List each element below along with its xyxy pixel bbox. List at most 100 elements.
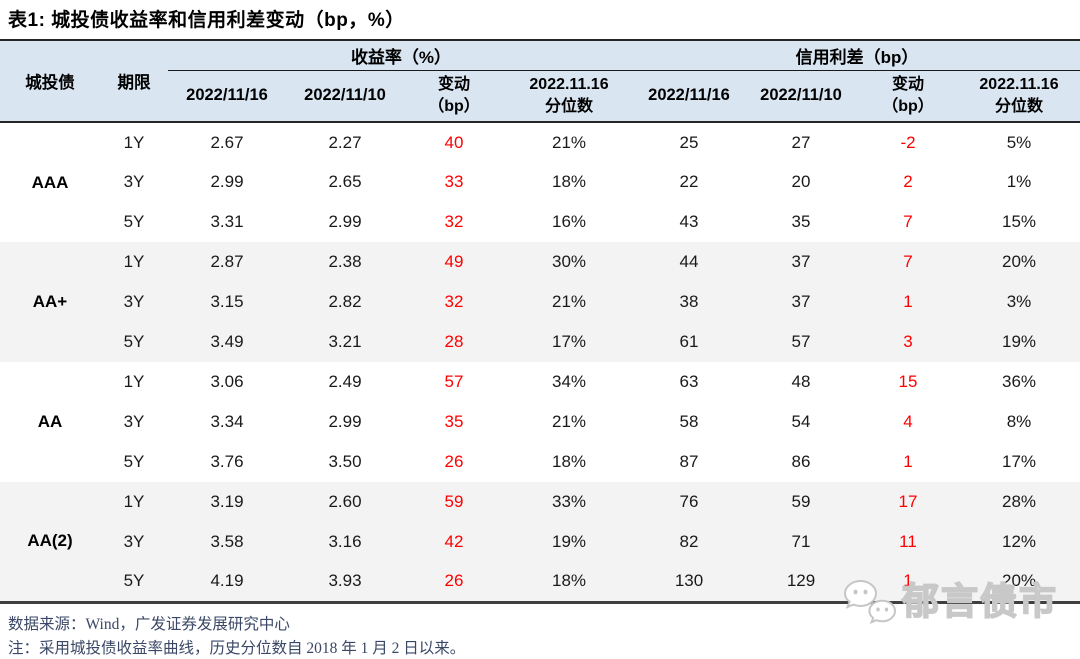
- table-row: 5Y 3.49 3.21 28 17% 61 57 3 19%: [0, 322, 1080, 362]
- methodology-note: 注：采用城投债收益率曲线，历史分位数自 2018 年 1 月 2 日以来。: [8, 640, 466, 658]
- spread-chg-cell: 15: [898, 372, 918, 391]
- table-row: 5Y 3.31 2.99 32 16% 43 35 7 15%: [0, 202, 1080, 242]
- table-row: AAA 1Y 2.67 2.27 40 21% 25 27 -2 5%: [0, 122, 1080, 192]
- yield-1110-cell: 2.27: [328, 132, 362, 152]
- table-row: AA 1Y 3.06 2.49 57 34% 63 48 15 36%: [0, 362, 1080, 431]
- yield-1116-cell: 2.67: [210, 132, 244, 152]
- table-footer: 数据来源：Wind，广发证券发展研究中心 注：采用城投债收益率曲线，历史分位数自…: [0, 613, 1080, 659]
- yield-chg-cell: 42: [404, 522, 504, 562]
- watermark-text: 郁言债市: [901, 581, 1058, 622]
- yield-1116-cell: 4.19: [168, 562, 286, 602]
- yield-chg-cell: 28: [404, 322, 504, 362]
- yield-chg-cell: 59: [404, 482, 504, 522]
- spread-1116-cell: 130: [634, 562, 744, 602]
- yield-chg-cell: 26: [404, 562, 504, 602]
- spread-pct-cell: 3%: [958, 282, 1080, 322]
- spread-chg-cell: 7: [858, 242, 958, 282]
- spread-1116-cell: 25: [679, 132, 699, 152]
- header-group-spread: 信用利差（bp）: [634, 40, 1080, 71]
- yield-1116-cell: 3.49: [168, 322, 286, 362]
- spread-pct-cell: 19%: [958, 322, 1080, 362]
- yield-pct-cell: 17%: [504, 322, 634, 362]
- yield-1116-cell: 3.34: [210, 412, 244, 431]
- yield-1110-cell: 2.99: [328, 212, 362, 231]
- term-cell: 1Y: [123, 132, 145, 152]
- wechat-bubbles-icon: [843, 579, 897, 625]
- yield-pct-cell: 16%: [551, 212, 587, 231]
- spread-chg-cell: 3: [858, 322, 958, 362]
- bond-table: 城投债 期限 收益率（%） 信用利差（bp） 2022/11/16 2022/1…: [0, 39, 1080, 604]
- table-row: 5Y 3.76 3.50 26 18% 87 86 1 17%: [0, 442, 1080, 482]
- spread-1110-cell: 54: [791, 412, 811, 431]
- spread-1110-cell: 35: [791, 212, 811, 231]
- column-header-row: 2022/11/16 2022/11/10 变动 （bp） 2022.11.16…: [0, 70, 1080, 122]
- yield-chg-cell: 40: [444, 132, 464, 152]
- yield-1110-cell: 3.16: [286, 522, 404, 562]
- header-yield-change-line2: （bp）: [428, 97, 480, 115]
- spread-1110-cell: 71: [744, 522, 858, 562]
- spread-chg-cell: 2: [903, 172, 913, 191]
- header-yield-percentile: 2022.11.16 分位数: [504, 70, 634, 122]
- spread-chg-cell: 17: [858, 482, 958, 522]
- term-cell: 1Y: [100, 242, 168, 282]
- yield-1110-cell: 2.60: [286, 482, 404, 522]
- header-yield-change: 变动 （bp）: [404, 70, 504, 122]
- term-cell: 5Y: [100, 322, 168, 362]
- spread-chg-cell: 4: [903, 412, 913, 431]
- term-cell: 1Y: [123, 372, 145, 391]
- yield-1116-cell: 3.06: [210, 372, 244, 391]
- yield-chg-cell: 32: [404, 282, 504, 322]
- spread-1116-cell: 76: [634, 482, 744, 522]
- spread-pct-cell: 5%: [1006, 132, 1032, 152]
- table-row: 3Y 3.34 2.99 35 21% 58 54 4 8%: [0, 402, 1080, 442]
- header-yield-change-line1: 变动: [437, 76, 470, 94]
- yield-1110-cell: 3.21: [286, 322, 404, 362]
- header-spread-change: 变动 （bp）: [858, 70, 958, 122]
- table-row: 3Y 3.58 3.16 42 19% 82 71 11 12%: [0, 522, 1080, 562]
- spread-chg-cell: 1: [903, 452, 913, 471]
- table-row: AA(2) 1Y 3.19 2.60 59 33% 76 59 17 28%: [0, 482, 1080, 602]
- yield-pct-cell: 33%: [504, 482, 634, 522]
- spread-pct-cell: 8%: [1006, 412, 1032, 431]
- header-spread-change-line2: （bp）: [882, 97, 934, 115]
- data-source-note: 数据来源：Wind，广发证券发展研究中心: [8, 615, 290, 633]
- spread-chg-cell: -2: [900, 132, 916, 152]
- yield-pct-cell: 18%: [551, 452, 587, 471]
- table-row: AA+ 1Y 2.87 2.38 49 30% 44 37 7 20%: [0, 242, 1080, 362]
- header-term: 期限: [117, 74, 151, 92]
- table-body: AAA 1Y 2.67 2.27 40 21% 25 27 -2 5% 3Y 2.99 2.65 33 18…: [0, 122, 1080, 602]
- header-bond: 城投债: [25, 74, 75, 92]
- header-yield-percentile-line2: 分位数: [544, 97, 593, 115]
- yield-1116-cell: 3.76: [210, 452, 244, 471]
- spread-1110-cell: 86: [791, 452, 811, 471]
- yield-1110-cell: 2.82: [286, 282, 404, 322]
- yield-chg-cell: 35: [444, 412, 464, 431]
- spread-chg-cell: 7: [903, 212, 913, 231]
- header-spread-date1: 2022/11/16: [648, 86, 730, 105]
- spread-1110-cell: 48: [791, 372, 811, 391]
- table-header: 城投债 期限 收益率（%） 信用利差（bp） 2022/11/16 2022/1…: [0, 40, 1080, 122]
- spread-1110-cell: 59: [744, 482, 858, 522]
- yield-pct-cell: 21%: [551, 132, 587, 152]
- spread-1110-cell: 27: [791, 132, 811, 152]
- table-title: 表1: 城投债收益率和信用利差变动（bp，%）: [8, 10, 405, 31]
- rating-cell: AAA: [31, 172, 69, 192]
- spread-1110-cell: 37: [744, 282, 858, 322]
- header-spread-percentile: 2022.11.16 分位数: [958, 70, 1080, 122]
- watermark: 郁言债市: [842, 579, 1058, 629]
- rating-cell: AA(2): [0, 482, 100, 602]
- spread-1116-cell: 82: [634, 522, 744, 562]
- spread-1116-cell: 87: [679, 452, 699, 471]
- group-header-row: 城投债 期限 收益率（%） 信用利差（bp）: [0, 40, 1080, 92]
- header-spread-percentile-line2: 分位数: [995, 97, 1044, 115]
- spread-chg-cell: 1: [858, 282, 958, 322]
- spread-pct-cell: 15%: [1002, 212, 1037, 231]
- yield-chg-cell: 49: [404, 242, 504, 282]
- yield-chg-cell: 57: [444, 372, 464, 391]
- yield-pct-cell: 18%: [551, 172, 587, 191]
- term-cell: 3Y: [100, 522, 168, 562]
- spread-1110-cell: 57: [744, 322, 858, 362]
- header-yield-percentile-line1: 2022.11.16: [529, 76, 609, 94]
- term-cell: 3Y: [123, 412, 145, 431]
- spread-1116-cell: 38: [634, 282, 744, 322]
